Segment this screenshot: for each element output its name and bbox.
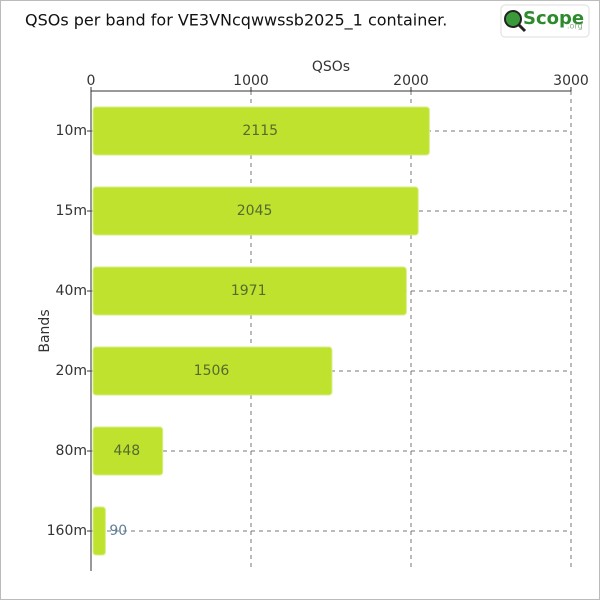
x-tick-label: 0 <box>87 73 96 89</box>
logo-icon <box>504 10 522 28</box>
y-tick-label: 15m <box>56 203 87 219</box>
x-tick-label: 1000 <box>233 73 269 89</box>
bar <box>92 426 164 476</box>
value-label: 1506 <box>194 363 230 379</box>
bar <box>92 506 106 556</box>
bar <box>92 266 407 316</box>
bar <box>92 346 333 396</box>
logo-handle <box>517 23 527 33</box>
value-label: 90 <box>109 523 127 539</box>
y-tick-label: 80m <box>56 443 87 459</box>
logo-text: Scope <box>523 8 584 29</box>
value-label: 2115 <box>242 123 278 139</box>
value-label: 2045 <box>237 203 273 219</box>
x-axis-label: QSOs <box>312 59 350 75</box>
y-tick-label: 160m <box>47 523 87 539</box>
value-label: 1971 <box>231 283 267 299</box>
x-tick-label: 2000 <box>393 73 429 89</box>
value-label: 448 <box>113 443 140 459</box>
bar <box>92 186 419 236</box>
logo: Scope .org <box>500 4 590 38</box>
logo-suffix: .org <box>567 22 583 31</box>
y-axis-label: Bands <box>37 309 53 352</box>
bar <box>92 106 430 156</box>
y-tick-label: 40m <box>56 283 87 299</box>
y-tick-label: 20m <box>56 363 87 379</box>
y-tick-label: 10m <box>56 123 87 139</box>
x-tick-label: 3000 <box>553 73 589 89</box>
chart-title: QSOs per band for VE3VNcqwwssb2025_1 con… <box>25 11 447 31</box>
